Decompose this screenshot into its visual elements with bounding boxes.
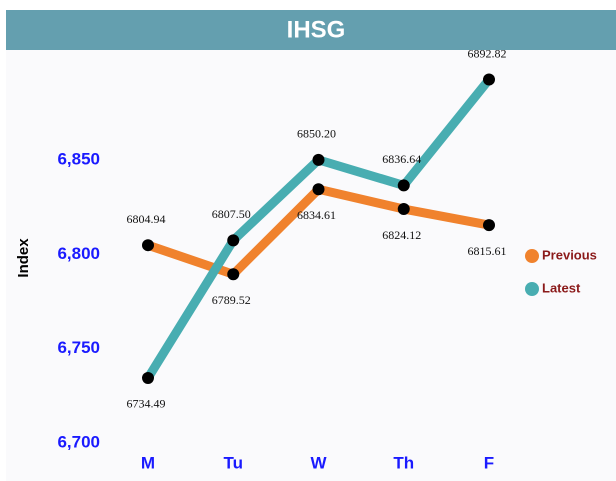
data-label: 6850.20 — [297, 127, 336, 141]
data-label: 6815.61 — [468, 244, 507, 258]
data-point — [397, 179, 410, 192]
legend-swatch — [525, 249, 539, 263]
data-label: 6789.52 — [212, 293, 251, 307]
data-point — [142, 239, 154, 252]
legend-label: Previous — [542, 247, 597, 262]
data-label: 6734.49 — [127, 397, 166, 411]
y-axis-label: Index — [15, 238, 32, 278]
data-label: 6834.61 — [297, 208, 336, 222]
y-tick-label: 6,700 — [57, 432, 100, 451]
data-point — [397, 203, 410, 216]
chart-title: IHSG — [287, 16, 346, 43]
x-tick-label: F — [484, 453, 494, 472]
title-banner — [6, 10, 616, 50]
data-label: 6892.82 — [468, 46, 507, 60]
data-label: 6836.64 — [382, 152, 421, 166]
data-label: 6824.12 — [382, 228, 421, 242]
data-label: 6804.94 — [127, 212, 166, 226]
x-tick-label: Tu — [223, 453, 243, 472]
x-tick-label: Th — [393, 453, 414, 472]
y-tick-label: 6,750 — [57, 338, 100, 357]
data-point — [483, 219, 495, 232]
data-point — [227, 234, 240, 247]
data-point — [312, 153, 325, 166]
data-point — [142, 371, 154, 384]
data-point — [483, 73, 495, 86]
x-tick-label: M — [141, 453, 155, 472]
y-tick-label: 6,800 — [57, 244, 100, 263]
panel — [6, 10, 616, 481]
data-point — [227, 268, 240, 281]
y-tick-label: 6,850 — [57, 150, 100, 169]
legend-swatch — [525, 282, 539, 296]
legend-label: Latest — [542, 280, 581, 295]
x-tick-label: W — [310, 453, 327, 472]
data-label: 6807.50 — [212, 207, 251, 221]
data-point — [312, 183, 325, 196]
